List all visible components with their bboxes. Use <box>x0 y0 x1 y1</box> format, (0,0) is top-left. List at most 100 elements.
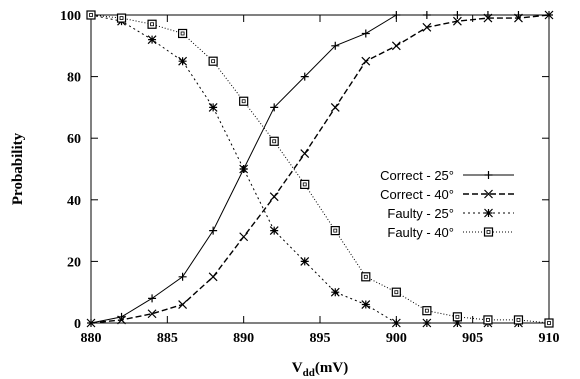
series-line <box>90 14 550 324</box>
data-point-inner <box>302 182 307 187</box>
data-point <box>86 10 96 20</box>
data-point <box>483 315 493 325</box>
data-point <box>178 272 187 281</box>
legend-label: Faulty - 40° <box>387 225 454 240</box>
legend-marker <box>484 208 493 218</box>
legend-marker <box>483 227 494 237</box>
data-point <box>239 232 249 242</box>
data-point <box>513 315 524 325</box>
legend: Correct - 25° Correct - 40° Faulty - 25° Fa… <box>380 168 514 240</box>
data-point <box>361 29 370 38</box>
data-point-inner <box>150 22 154 27</box>
data-point <box>178 300 188 309</box>
data-point <box>300 179 310 189</box>
data-point <box>116 13 127 23</box>
series-layer <box>86 10 554 328</box>
data-point-inner <box>180 31 185 36</box>
data-point <box>422 22 432 32</box>
data-point <box>86 318 96 328</box>
data-point <box>269 136 279 146</box>
y-tick-label: 60 <box>67 132 81 147</box>
series-4 <box>86 10 554 328</box>
data-point <box>178 56 188 66</box>
data-point <box>330 102 340 112</box>
data-point-inner <box>516 318 521 322</box>
legend-label: Correct - 25° <box>380 168 454 183</box>
data-point <box>269 192 279 202</box>
x-axis-title-main: V <box>292 360 303 376</box>
data-point-inner <box>547 321 551 325</box>
data-point-inner <box>363 274 368 279</box>
y-tick-label: 100 <box>60 9 81 24</box>
data-point <box>453 11 462 19</box>
legend-marker <box>484 189 493 199</box>
data-point <box>422 11 431 19</box>
y-tick-label: 80 <box>67 71 81 86</box>
data-point-inner <box>272 139 277 144</box>
data-point <box>300 256 310 266</box>
x-tick-label: 885 <box>157 331 178 346</box>
series-line <box>90 14 549 324</box>
data-point <box>361 300 371 309</box>
data-point-inner <box>241 99 246 104</box>
data-point <box>544 318 554 328</box>
y-axis-title: Probability <box>10 132 26 205</box>
data-point <box>452 318 462 328</box>
data-point <box>391 287 401 297</box>
data-point <box>300 72 309 81</box>
x-tick-label: 890 <box>233 331 254 346</box>
legend-label: Correct - 40° <box>380 187 454 202</box>
series-2 <box>86 10 554 328</box>
data-point <box>544 10 554 20</box>
data-point <box>392 11 401 19</box>
data-point <box>452 16 462 26</box>
data-point <box>147 309 157 319</box>
data-point <box>331 41 340 50</box>
x-tick-label: 895 <box>310 331 331 346</box>
data-point-inner <box>486 318 490 322</box>
legend-marker-inner <box>486 230 491 234</box>
data-point <box>300 149 310 159</box>
data-point <box>208 272 218 282</box>
data-point <box>269 226 279 236</box>
data-point <box>361 272 371 282</box>
data-point <box>147 35 157 45</box>
data-point <box>361 56 371 66</box>
data-point-inner <box>211 59 216 64</box>
data-point <box>208 56 218 66</box>
x-axis-title-unit: (mV) <box>315 360 348 376</box>
data-point-inner <box>89 13 93 17</box>
data-point <box>208 102 218 112</box>
x-tick-label: 905 <box>462 331 483 346</box>
x-tick-label: 880 <box>81 331 102 346</box>
y-tick-label: 0 <box>74 317 81 332</box>
data-point <box>117 315 126 325</box>
data-point <box>148 294 157 303</box>
data-point <box>209 226 218 235</box>
data-point-inner <box>455 314 460 319</box>
y-tick-label: 20 <box>67 255 81 270</box>
data-point-inner <box>333 228 338 233</box>
axis-ticks: 880 885 890 895 900 905 910 0 20 40 60 80 100 <box>60 9 560 346</box>
data-point <box>330 287 340 297</box>
data-point <box>514 13 523 23</box>
data-point <box>178 28 188 39</box>
series-line <box>90 14 549 324</box>
data-point <box>422 306 432 316</box>
data-point <box>483 13 493 23</box>
data-point-inner <box>424 308 429 313</box>
y-tick-label: 40 <box>67 194 81 209</box>
data-point <box>239 96 249 106</box>
data-point <box>270 103 279 112</box>
x-axis-title-subscript: dd <box>303 367 315 379</box>
legend-label: Faulty - 25° <box>387 206 454 221</box>
data-point <box>239 164 249 174</box>
x-axis-title: Vdd(mV) <box>292 360 348 379</box>
x-tick-label: 910 <box>539 331 560 346</box>
data-point-inner <box>394 290 399 295</box>
data-point <box>147 19 157 29</box>
x-tick-label: 900 <box>386 331 407 346</box>
data-point <box>452 312 462 322</box>
